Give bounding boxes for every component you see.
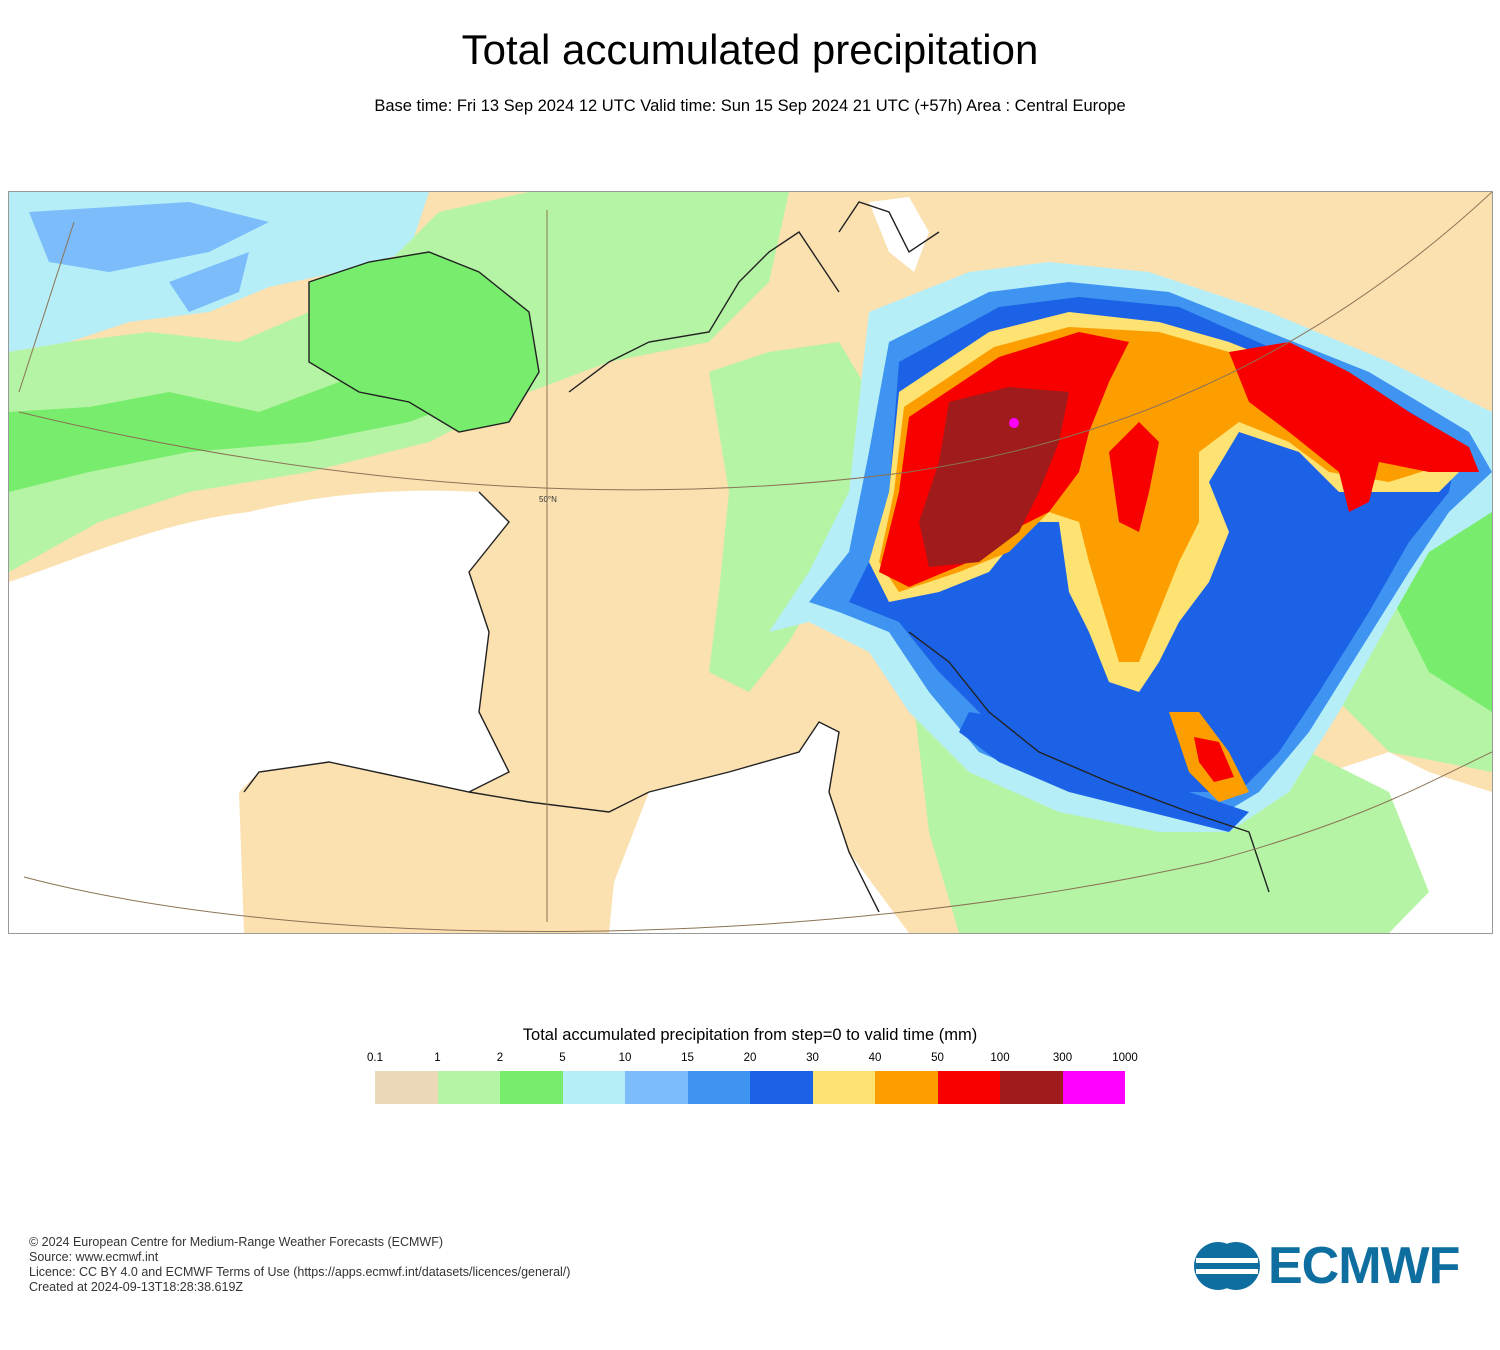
legend-tick-label: 30 <box>806 1052 819 1064</box>
adriatic-precip <box>959 712 1249 832</box>
legend-tick-label: 1000 <box>1112 1052 1138 1064</box>
central-europe-green <box>709 342 869 692</box>
legend-color-swatch <box>750 1071 813 1104</box>
legend-tick-label: 40 <box>868 1052 882 1064</box>
storm-magenta-peak <box>1009 418 1019 428</box>
north-sea-patch <box>869 197 929 272</box>
legend-color-swatch <box>500 1071 563 1104</box>
legend-ticks: 0.1 1 2 5 10 15 20 30 40 50 100 300 1000 <box>367 1052 1138 1066</box>
footer-credits: © 2024 European Centre for Medium-Range … <box>29 1235 570 1295</box>
storm-red-south <box>1194 737 1234 782</box>
legend-tick-label: 15 <box>681 1052 694 1064</box>
latitude-label: 50°N <box>539 495 557 504</box>
legend-tick-label: 100 <box>990 1052 1010 1064</box>
atlantic-sea <box>9 490 509 933</box>
precipitation-map[interactable]: 50°N <box>8 191 1493 934</box>
legend-color-swatch <box>937 1071 1000 1104</box>
legend-color-swatch <box>812 1071 875 1104</box>
legend-color-swatch <box>687 1071 750 1104</box>
mediterranean-sea <box>609 722 909 933</box>
legend-tick-label: 5 <box>559 1052 566 1064</box>
coastlines <box>243 201 1270 913</box>
storm-red-east <box>1229 342 1479 512</box>
legend-color-swatch <box>562 1071 625 1104</box>
map-canvas: 50°N <box>9 192 1492 933</box>
ecmwf-logo-icon <box>1194 1242 1260 1290</box>
page-title: Total accumulated precipitation <box>461 26 1039 73</box>
legend-color-swatch <box>625 1071 688 1104</box>
legend-tick-label: 50 <box>931 1052 944 1064</box>
legend-color-swatch <box>437 1071 500 1104</box>
footer-source[interactable]: Source: www.ecmwf.int <box>29 1250 159 1264</box>
graticule <box>18 192 1492 932</box>
footer-copyright: © 2024 European Centre for Medium-Range … <box>29 1235 444 1249</box>
legend-tick-label: 300 <box>1052 1052 1073 1064</box>
legend-tick-label: 20 <box>743 1052 757 1064</box>
legend-tick-label: 2 <box>496 1052 504 1064</box>
legend-color-swatch <box>375 1071 438 1104</box>
legend-title: Total accumulated precipitation from ste… <box>522 1026 978 1044</box>
ecmwf-logo-text: ECMWF <box>1268 1237 1460 1295</box>
legend-tick-label: 0.1 <box>367 1052 383 1064</box>
page-subtitle: Base time: Fri 13 Sep 2024 12 UTC Valid … <box>374 97 1126 115</box>
ecmwf-logo[interactable]: ECMWF <box>1192 1238 1472 1294</box>
footer-created: Created at 2024-09-13T18:28:38.619Z <box>29 1280 244 1294</box>
british-isles-green <box>309 252 539 432</box>
legend-colorbar <box>375 1071 1125 1104</box>
storm-darkred-core <box>919 387 1069 567</box>
atlantic-precip-blue <box>29 202 269 272</box>
storm-red-center <box>1109 422 1159 532</box>
legend-tick-label: 10 <box>618 1052 632 1064</box>
atlantic-precip-blue-2 <box>169 252 249 312</box>
legend-color-swatch <box>875 1071 938 1104</box>
footer-licence[interactable]: Licence: CC BY 4.0 and ECMWF Terms of Us… <box>29 1265 571 1279</box>
legend-color-swatch <box>1062 1071 1125 1104</box>
legend-tick-label: 1 <box>434 1052 441 1064</box>
legend-color-swatch <box>1000 1071 1063 1104</box>
